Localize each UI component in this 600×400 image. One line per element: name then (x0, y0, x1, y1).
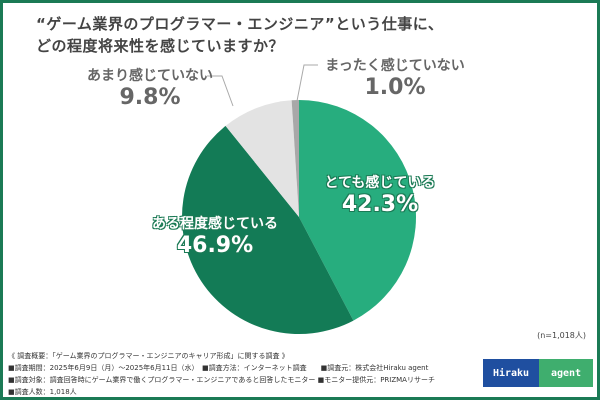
slice-label-value: 46.9% (176, 233, 254, 258)
slice-label-value: 42.3% (341, 192, 419, 217)
slice-label-not-at-all: まったく感じていない 1.0% (320, 55, 470, 100)
summary-heading: 《 調査概要：「ゲーム業界のプログラマー・エンジニアのキャリア形成」に関する調査… (8, 352, 289, 360)
title-line-1: “ゲーム業界のプログラマー・エンジニア”という仕事に、 (36, 15, 444, 33)
pie-slice-1 (181, 125, 354, 334)
pie-slice-3 (291, 100, 299, 217)
sample-size-note: (n=1,018人) (537, 331, 586, 340)
chart-title: “ゲーム業界のプログラマー・エンジニア”という仕事に、 どの程度将来性を感じてい… (36, 13, 443, 57)
slice-label-rarely: あまり感じていない 9.8% (80, 65, 220, 110)
slice-label-value: 1.0% (364, 75, 426, 100)
summary-count: ■調査人数：1,018人 (8, 388, 77, 396)
summary-method: ■調査方法：インターネット調査 (202, 364, 307, 372)
survey-summary: 《 調査概要：「ゲーム業界のプログラマー・エンジニアのキャリア形成」に関する調査… (8, 350, 435, 398)
logo-part-2: agent (539, 359, 593, 387)
title-line-2: どの程度将来性を感じていますか？ (36, 37, 285, 55)
slice-label-text: ある程度感じている (152, 216, 278, 232)
hiraku-agent-logo: Hiraku agent (483, 359, 593, 387)
slice-label-text: あまり感じていない (87, 68, 213, 84)
slice-label-text: とても感じている (324, 175, 436, 191)
leader-line-rarely (207, 75, 234, 107)
summary-source: ■調査元：株式会社Hiraku agent (320, 364, 429, 372)
leader-line-not-at-all (296, 64, 318, 102)
pie-slice-2 (225, 100, 299, 217)
logo-part-1: Hiraku (483, 359, 539, 387)
summary-target: ■調査対象：調査回答時にゲーム業界で働くプログラマー・エンジニアであると回答した… (8, 376, 316, 384)
slice-label-very: とても感じている 42.3% (310, 172, 450, 217)
slice-label-value: 9.8% (119, 85, 181, 110)
slice-label-somewhat: ある程度感じている 46.9% (135, 213, 295, 258)
summary-period: ■調査期間：2025年6月9日（月）～2025年6月11日（水） (8, 364, 196, 372)
pie-slice-0 (299, 100, 417, 321)
summary-provider: ■モニター提供元：PRIZMAリサーチ (317, 376, 435, 384)
slice-label-text: まったく感じていない (325, 58, 465, 74)
